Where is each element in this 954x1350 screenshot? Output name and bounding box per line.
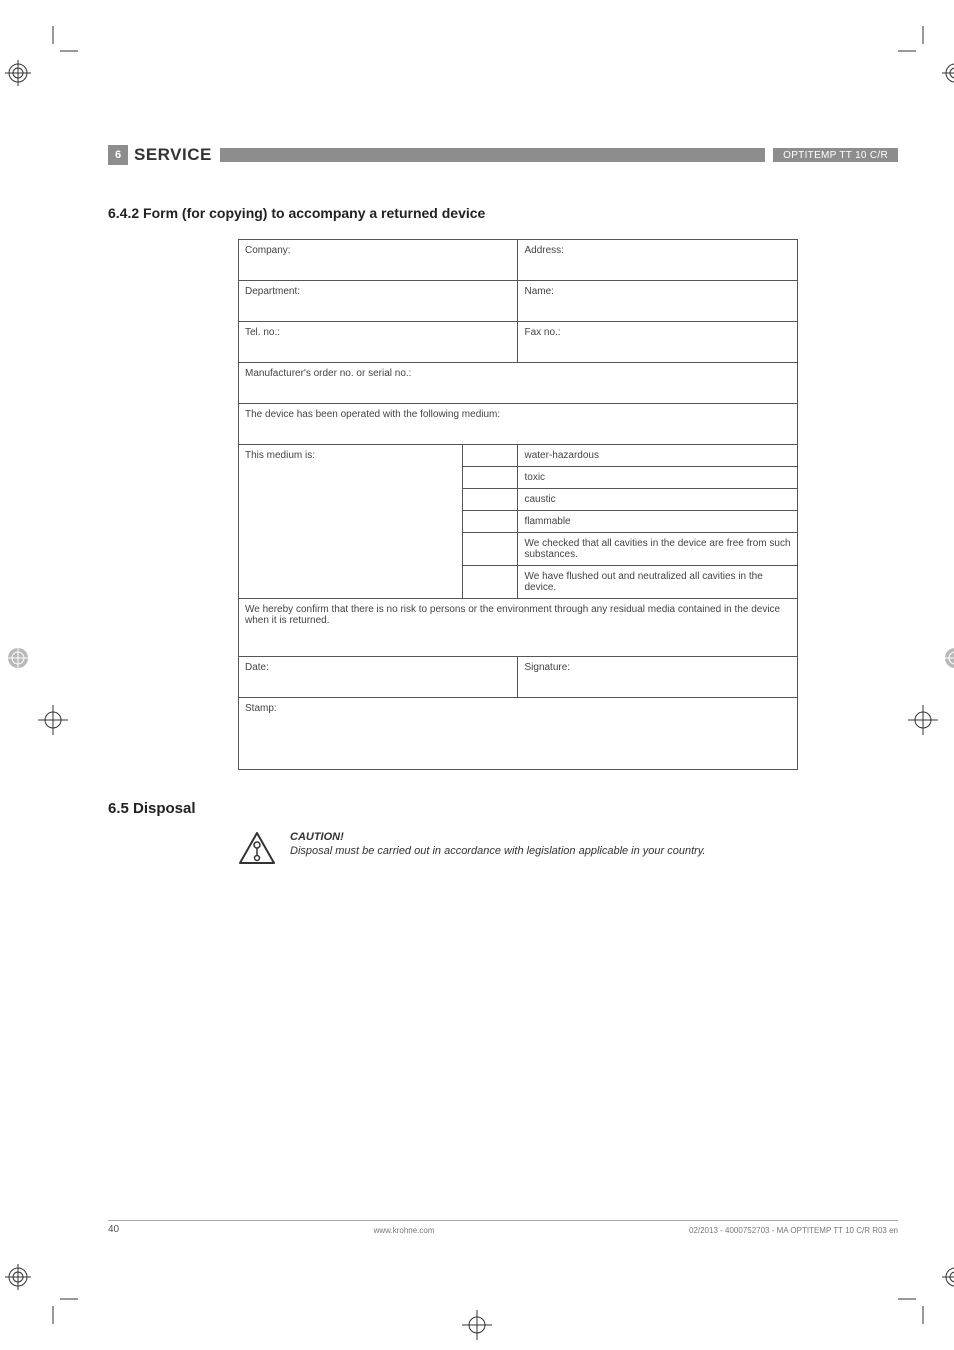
confirm-cell: We hereby confirm that there is no risk … [239, 599, 798, 657]
registration-mark [942, 60, 954, 86]
center-cross-right [908, 705, 938, 735]
crop-mark-top-left [28, 26, 78, 76]
signature-cell: Signature: [518, 657, 798, 698]
flushed-cell: We have flushed out and neutralized all … [518, 566, 798, 599]
fax-cell: Fax no.: [518, 322, 798, 363]
name-cell: Name: [518, 281, 798, 322]
checked-cell: We checked that all cavities in the devi… [518, 533, 798, 566]
chapter-title: SERVICE [128, 145, 212, 165]
this-medium-cell: This medium is: [239, 445, 463, 599]
manufacturer-order-cell: Manufacturer's order no. or serial no.: [239, 363, 798, 404]
center-cross-left [38, 705, 68, 735]
device-operated-cell: The device has been operated with the fo… [239, 404, 798, 445]
crop-mark-bottom-right [898, 1274, 948, 1324]
caution-block: CAUTION! Disposal must be carried out in… [238, 831, 898, 870]
center-cross-bottom [462, 1310, 492, 1340]
chapter-number: 6 [108, 145, 128, 165]
stamp-cell: Stamp: [239, 698, 798, 770]
footer-docref: 02/2013 - 4000752703 - MA OPTITEMP TT 10… [689, 1226, 898, 1235]
product-name: OPTITEMP TT 10 C/R [773, 148, 898, 162]
toxic-cell: toxic [518, 467, 798, 489]
caustic-cell: caustic [518, 489, 798, 511]
return-form-table: Company: Address: Department: Name: Tel.… [238, 239, 798, 770]
checkbox-cell [462, 489, 518, 511]
address-cell: Address: [518, 240, 798, 281]
checkbox-cell [462, 467, 518, 489]
water-hazardous-cell: water-hazardous [518, 445, 798, 467]
page-footer: 40 www.krohne.com 02/2013 - 4000752703 -… [108, 1220, 898, 1235]
flammable-cell: flammable [518, 511, 798, 533]
registration-mark-side [942, 645, 954, 671]
registration-mark [5, 60, 31, 86]
crop-mark-top-right [898, 26, 948, 76]
company-cell: Company: [239, 240, 518, 281]
page-number: 40 [108, 1224, 119, 1235]
content-area: 6.4.2 Form (for copying) to accompany a … [108, 205, 898, 870]
caution-icon [238, 831, 276, 870]
crop-mark-bottom-left [28, 1274, 78, 1324]
tel-cell: Tel. no.: [239, 322, 518, 363]
registration-mark [942, 1264, 954, 1290]
date-cell: Date: [239, 657, 518, 698]
page-header: 6 SERVICE OPTITEMP TT 10 C/R [108, 145, 898, 165]
checkbox-cell [462, 511, 518, 533]
checkbox-cell [462, 566, 518, 599]
caution-label: CAUTION! [290, 831, 706, 843]
disposal-heading: 6.5 Disposal [108, 800, 898, 817]
checkbox-cell [462, 445, 518, 467]
page: 6 SERVICE OPTITEMP TT 10 C/R 6.4.2 Form … [0, 0, 954, 1350]
caution-text: CAUTION! Disposal must be carried out in… [290, 831, 706, 857]
caution-body: Disposal must be carried out in accordan… [290, 845, 706, 857]
registration-mark-side [5, 645, 31, 671]
footer-url: www.krohne.com [374, 1226, 435, 1235]
form-section-heading: 6.4.2 Form (for copying) to accompany a … [108, 205, 898, 221]
registration-mark [5, 1264, 31, 1290]
header-rule [220, 148, 765, 162]
department-cell: Department: [239, 281, 518, 322]
checkbox-cell [462, 533, 518, 566]
